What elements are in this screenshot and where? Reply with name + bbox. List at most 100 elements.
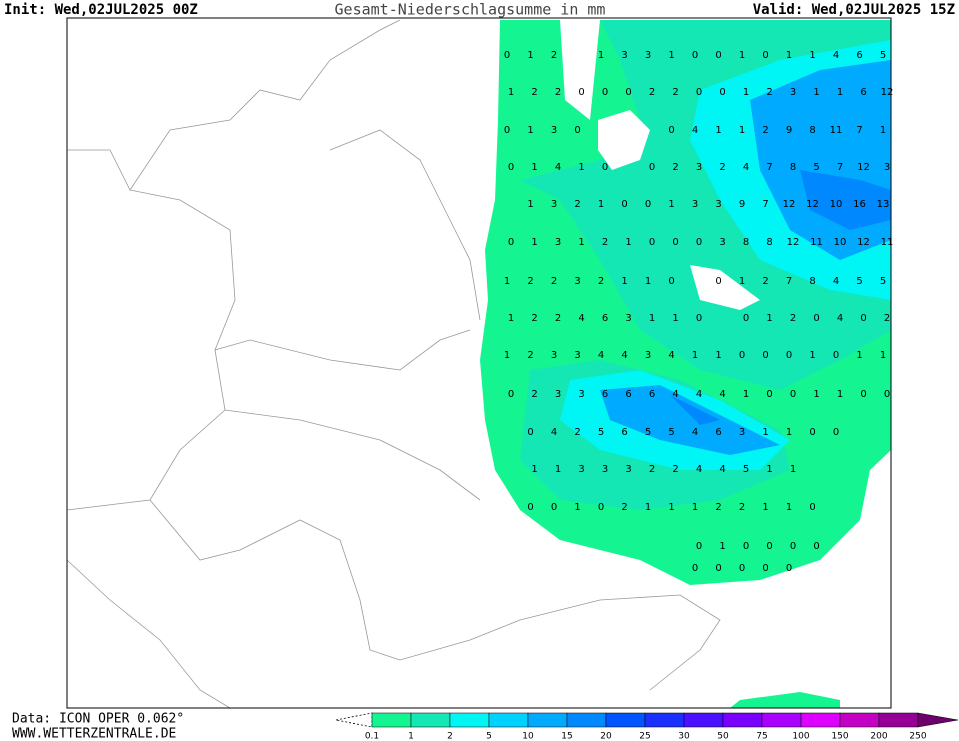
grid-value: 6 (625, 389, 631, 400)
grid-value: 3 (625, 464, 631, 475)
grid-value: 1 (668, 50, 674, 61)
grid-value: 4 (668, 350, 674, 361)
colorbar-box (371, 712, 412, 728)
grid-value: 0 (649, 162, 655, 173)
colorbar-box (488, 712, 529, 728)
grid-value: 1 (645, 276, 651, 287)
grid-value: 2 (649, 87, 655, 98)
grid-value: 7 (856, 125, 862, 136)
valid-time: Valid: Wed,02JUL2025 15Z (753, 2, 955, 18)
grid-value: 4 (621, 350, 627, 361)
colorbar-box (761, 712, 802, 728)
grid-value: 1 (555, 464, 561, 475)
grid-value: 2 (531, 87, 537, 98)
grid-value: 0 (578, 87, 584, 98)
grid-value: 0 (715, 563, 721, 574)
grid-value: 9 (786, 125, 792, 136)
grid-value: 1 (692, 350, 698, 361)
grid-value: 1 (504, 276, 510, 287)
grid-value: 2 (598, 276, 604, 287)
grid-value: 2 (555, 87, 561, 98)
grid-value: 5 (598, 427, 604, 438)
grid-value: 0 (786, 563, 792, 574)
grid-value: 6 (602, 389, 608, 400)
grid-value: 2 (762, 125, 768, 136)
grid-value: 0 (508, 237, 514, 248)
grid-value: 1 (692, 502, 698, 513)
grid-value: 0 (766, 389, 772, 400)
grid-value: 1 (668, 502, 674, 513)
grid-value: 3 (884, 162, 890, 173)
grid-value: 0 (860, 389, 866, 400)
grid-value: 2 (739, 502, 745, 513)
grid-value: 12 (783, 199, 796, 210)
grid-value: 1 (645, 502, 651, 513)
grid-value: 1 (880, 350, 886, 361)
grid-value: 2 (555, 313, 561, 324)
grid-value: 0 (762, 563, 768, 574)
grid-value: 10 (834, 237, 847, 248)
grid-value: 0 (884, 389, 890, 400)
grid-value: 0 (692, 50, 698, 61)
colorbar-label: 2 (447, 732, 453, 741)
grid-value: 3 (715, 199, 721, 210)
grid-value: 2 (527, 350, 533, 361)
grid-value: 0 (809, 502, 815, 513)
grid-value: 3 (790, 87, 796, 98)
grid-value: 5 (880, 50, 886, 61)
grid-value: 0 (719, 87, 725, 98)
grid-value: 2 (672, 162, 678, 173)
grid-value: 7 (762, 199, 768, 210)
grid-value: 0 (621, 199, 627, 210)
colorbar-box (566, 712, 607, 728)
grid-value: 1 (786, 427, 792, 438)
grid-value: 0 (833, 350, 839, 361)
grid-value: 4 (696, 389, 702, 400)
grid-value: 0 (527, 502, 533, 513)
grid-value: 0 (649, 237, 655, 248)
grid-value: 1 (531, 162, 537, 173)
grid-value: 1 (739, 50, 745, 61)
grid-value: 6 (602, 313, 608, 324)
grid-value: 3 (551, 125, 557, 136)
grid-value: 4 (719, 389, 725, 400)
grid-value: 2 (531, 389, 537, 400)
grid-value: 6 (856, 50, 862, 61)
grid-value: 1 (856, 350, 862, 361)
map-frame (66, 17, 892, 709)
grid-value: 1 (739, 125, 745, 136)
grid-value: 0 (790, 541, 796, 552)
grid-value: 5 (813, 162, 819, 173)
grid-value: 4 (578, 313, 584, 324)
grid-value: 1 (743, 87, 749, 98)
grid-value: 2 (672, 464, 678, 475)
grid-value: 3 (555, 237, 561, 248)
grid-value: 2 (621, 502, 627, 513)
grid-value: 0 (672, 237, 678, 248)
grid-value: 0 (508, 162, 514, 173)
grid-value: 4 (833, 50, 839, 61)
grid-value: 0 (696, 237, 702, 248)
grid-value: 1 (762, 427, 768, 438)
grid-value: 1 (527, 50, 533, 61)
grid-value: 4 (833, 276, 839, 287)
colorbar-label: 50 (717, 732, 729, 741)
grid-value: 7 (837, 162, 843, 173)
grid-value: 8 (743, 237, 749, 248)
colorbar-box (410, 712, 451, 728)
grid-value: 1 (621, 276, 627, 287)
grid-value: 0 (602, 87, 608, 98)
grid-value: 0 (598, 502, 604, 513)
grid-value: 1 (837, 87, 843, 98)
map-area (66, 17, 892, 709)
grid-value: 4 (696, 464, 702, 475)
grid-value: 1 (649, 313, 655, 324)
grid-value: 2 (574, 199, 580, 210)
grid-value: 3 (578, 389, 584, 400)
grid-value: 0 (574, 125, 580, 136)
colorbar-over-arrow (917, 712, 959, 728)
precip-area (670, 170, 891, 425)
grid-value: 1 (715, 350, 721, 361)
grid-value: 1 (766, 313, 772, 324)
